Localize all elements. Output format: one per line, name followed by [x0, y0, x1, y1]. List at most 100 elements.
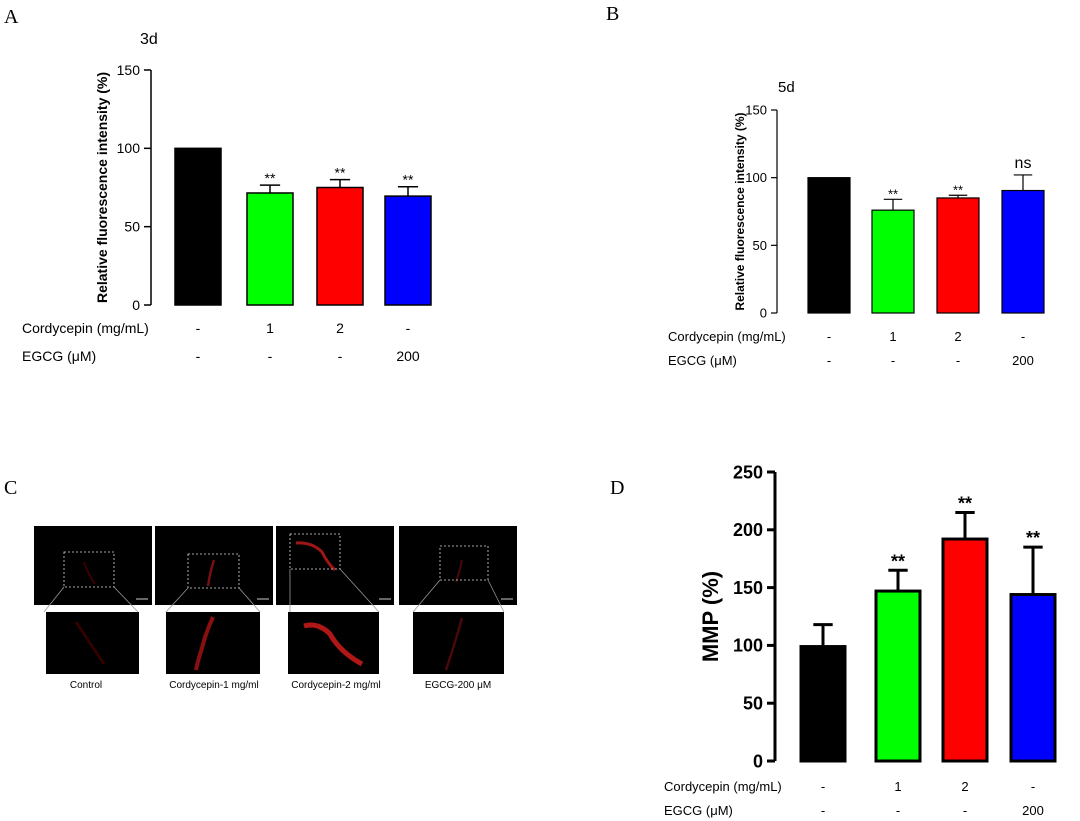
- condition-value: 200: [1012, 353, 1034, 368]
- y-tick-label: 50: [743, 694, 763, 714]
- significance-label: **: [891, 551, 905, 571]
- y-tick-label: 100: [733, 636, 763, 656]
- worm-cordycepin-1: [206, 559, 216, 587]
- condition-value: 1: [889, 329, 896, 344]
- micrograph-cordycepin-1-zoom: [166, 612, 260, 674]
- zoom-connector: [339, 568, 380, 613]
- y-tick-label: 250: [733, 462, 763, 482]
- condition-value: 2: [336, 320, 344, 336]
- condition-value: -: [821, 803, 825, 818]
- micrograph-control-zoom: [46, 612, 139, 674]
- y-tick-label: 100: [117, 140, 141, 156]
- worm-cordycepin-1-zoom: [194, 616, 215, 671]
- condition-value: -: [896, 803, 900, 818]
- y-tick-label: 50: [124, 219, 140, 235]
- significance-label: **: [953, 182, 963, 197]
- condition-value: -: [891, 353, 895, 368]
- significance-label: **: [403, 172, 414, 188]
- y-axis-label: Relative fluorescence intensity (%): [94, 72, 110, 303]
- y-axis-label: MMP (%): [698, 571, 723, 662]
- condition-value: -: [196, 320, 201, 336]
- bar-cordycepin-1: [246, 192, 294, 306]
- bar-cordycepin-2: [936, 197, 980, 314]
- significance-label: **: [888, 186, 898, 201]
- condition-value: 1: [894, 779, 901, 794]
- condition-value: -: [1021, 329, 1025, 344]
- significance-label: **: [1026, 528, 1040, 548]
- worm-cordycepin-2-zoom: [303, 622, 364, 667]
- condition-label: Cordycepin (mg/mL): [668, 329, 786, 344]
- condition-value: 2: [954, 329, 961, 344]
- micrograph-egcg-full: [399, 526, 517, 605]
- y-tick-label: 0: [760, 306, 767, 321]
- worm-control: [83, 561, 96, 585]
- y-tick-label: 50: [753, 238, 767, 253]
- condition-value: -: [1031, 779, 1035, 794]
- condition-label: Cordycepin (mg/mL): [664, 779, 782, 794]
- condition-value: 2: [961, 779, 968, 794]
- condition-value: -: [827, 329, 831, 344]
- significance-label: **: [335, 165, 346, 181]
- y-tick-label: 0: [753, 751, 763, 771]
- panel-c-micrographs: Control Cordycepin-1 mg/ml Cordycepin-2 …: [34, 526, 517, 691]
- y-tick-label: 150: [745, 103, 767, 118]
- condition-value: -: [196, 348, 201, 364]
- panel-letter-c: C: [4, 477, 17, 499]
- condition-value: 1: [266, 320, 274, 336]
- zoom-connector: [412, 579, 441, 613]
- condition-value: -: [827, 353, 831, 368]
- micrograph-egcg-zoom: [413, 612, 504, 674]
- panel-letter-d: D: [610, 477, 624, 499]
- condition-label: EGCG (μM): [22, 348, 96, 364]
- micrograph-control-full: [34, 526, 152, 605]
- y-tick-label: 100: [745, 170, 767, 185]
- condition-value: 200: [396, 348, 420, 364]
- condition-value: 200: [1022, 803, 1044, 818]
- bar-cordycepin-1: [874, 589, 922, 763]
- caption-egcg: EGCG-200 μM: [425, 680, 491, 691]
- condition-label: EGCG (μM): [668, 353, 737, 368]
- worm-control-zoom: [74, 621, 106, 665]
- bar-cordycepin-2: [941, 537, 989, 763]
- bar-egcg-200: [1001, 189, 1045, 314]
- y-axis-label: Relative fluorescence intensity (%): [733, 112, 747, 310]
- panel-letter-b: B: [606, 3, 619, 25]
- y-tick-label: 150: [733, 578, 763, 598]
- panel-letter-a: A: [4, 6, 19, 28]
- zoom-box-cordycepin-2: [289, 533, 341, 570]
- chart-a-3d: 3d ** ** ** 0 50 100 150 Relative fluorescence i…: [22, 31, 432, 364]
- y-tick-label: 150: [117, 62, 141, 78]
- chart-title: 5d: [778, 79, 795, 96]
- caption-control: Control: [70, 680, 102, 691]
- condition-value: -: [338, 348, 343, 364]
- caption-cordycepin-1: Cordycepin-1 mg/ml: [169, 680, 258, 691]
- micrograph-cordycepin-1-full: [155, 526, 273, 605]
- y-tick-label: 0: [132, 297, 140, 313]
- significance-label: ns: [1015, 155, 1032, 172]
- zoom-connector: [487, 579, 505, 613]
- caption-cordycepin-2: Cordycepin-2 mg/ml: [291, 680, 380, 691]
- condition-label: Cordycepin (mg/mL): [22, 320, 149, 336]
- condition-value: -: [406, 320, 411, 336]
- zoom-connector: [113, 586, 139, 613]
- chart-d-mmp: ** ** ** 0 50 100 150 200 250 MMP (%) Cordycepin (…: [664, 462, 1057, 818]
- zoom-connector: [238, 587, 261, 613]
- zoom-connector: [165, 587, 189, 613]
- micrograph-cordycepin-2-full: [276, 526, 394, 605]
- bar-cordycepin-2: [316, 186, 364, 306]
- bar-egcg-200: [1009, 593, 1057, 763]
- condition-value: -: [268, 348, 273, 364]
- zoom-box-egcg: [439, 545, 489, 581]
- chart-title: 3d: [140, 31, 158, 48]
- condition-label: EGCG (μM): [664, 803, 733, 818]
- condition-value: -: [956, 353, 960, 368]
- condition-value: -: [963, 803, 967, 818]
- bar-cordycepin-1: [871, 209, 915, 314]
- bar-egcg-200: [384, 195, 432, 306]
- bar-control: [799, 645, 847, 763]
- zoom-connector: [43, 586, 65, 613]
- bar-control: [174, 147, 222, 306]
- y-tick-label: 200: [733, 520, 763, 540]
